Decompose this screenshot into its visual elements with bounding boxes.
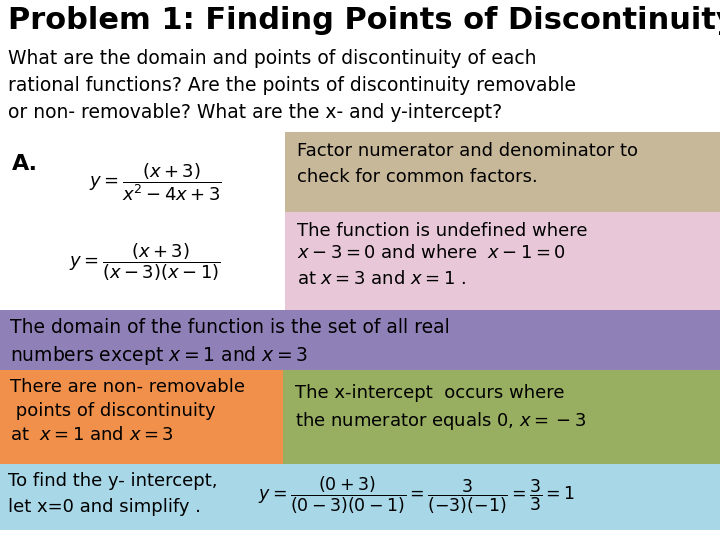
Text: A.: A.	[12, 154, 38, 174]
FancyBboxPatch shape	[285, 212, 720, 310]
FancyBboxPatch shape	[0, 132, 285, 310]
Text: $x - 3 = 0$ and where  $x - 1 = 0$: $x - 3 = 0$ and where $x - 1 = 0$	[297, 244, 566, 262]
Text: The domain of the function is the set of all real: The domain of the function is the set of…	[10, 318, 450, 337]
Text: There are non- removable: There are non- removable	[10, 378, 245, 396]
FancyBboxPatch shape	[283, 370, 720, 464]
Text: Factor numerator and denominator to
check for common factors.: Factor numerator and denominator to chec…	[297, 142, 638, 186]
FancyBboxPatch shape	[0, 0, 720, 42]
Text: at $x = 3$ and $x = 1$ .: at $x = 3$ and $x = 1$ .	[297, 270, 466, 288]
FancyBboxPatch shape	[0, 42, 720, 132]
FancyBboxPatch shape	[248, 464, 720, 530]
Text: $y = \dfrac{(x+3)}{(x-3)(x-1)}$: $y = \dfrac{(x+3)}{(x-3)(x-1)}$	[69, 241, 221, 283]
Text: $y = \dfrac{(0+3)}{(0-3)(0-1)} = \dfrac{3}{(-3)(-1)}=\dfrac{3}{3}=1$: $y = \dfrac{(0+3)}{(0-3)(0-1)} = \dfrac{…	[258, 474, 575, 516]
Text: To find the y- intercept,
let x=0 and simplify .: To find the y- intercept, let x=0 and si…	[8, 472, 217, 516]
Text: $y = \dfrac{(x+3)}{x^2-4x+3}$: $y = \dfrac{(x+3)}{x^2-4x+3}$	[89, 161, 222, 203]
Text: Problem 1: Finding Points of Discontinuity: Problem 1: Finding Points of Discontinui…	[8, 6, 720, 35]
Text: at  $x = 1$ and $x = 3$: at $x = 1$ and $x = 3$	[10, 426, 174, 444]
FancyBboxPatch shape	[285, 132, 720, 212]
Text: the numerator equals 0, $x = -3$: the numerator equals 0, $x = -3$	[295, 410, 586, 432]
Text: numbers except $x = 1$ and $x = 3$: numbers except $x = 1$ and $x = 3$	[10, 344, 308, 367]
Text: points of discontinuity: points of discontinuity	[10, 402, 215, 420]
FancyBboxPatch shape	[0, 464, 248, 530]
FancyBboxPatch shape	[0, 310, 720, 370]
Text: The function is undefined where: The function is undefined where	[297, 222, 588, 240]
Text: What are the domain and points of discontinuity of each
rational functions? Are : What are the domain and points of discon…	[8, 49, 576, 123]
Text: The x-intercept  occurs where: The x-intercept occurs where	[295, 384, 564, 402]
FancyBboxPatch shape	[0, 370, 283, 464]
